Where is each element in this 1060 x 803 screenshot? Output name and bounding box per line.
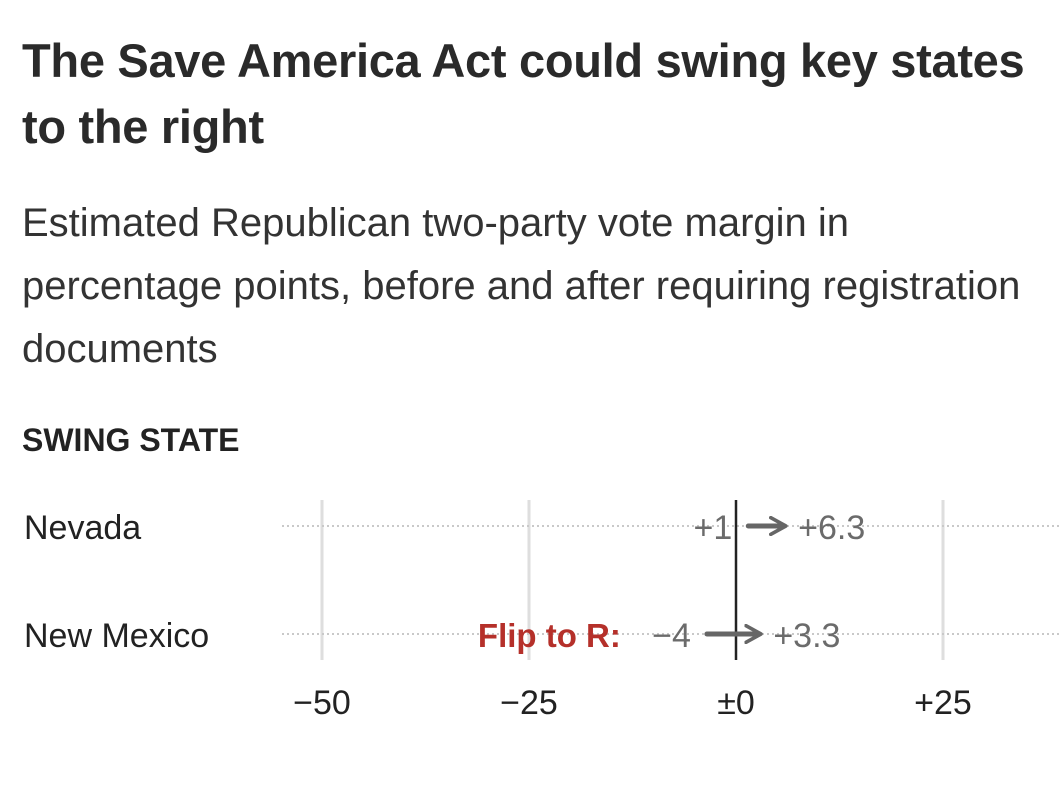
x-tick-label: +25: [914, 684, 972, 722]
row-nevada: Nevada +1 +6.3: [24, 509, 865, 547]
x-tick-label: −50: [293, 684, 351, 722]
chart-title: The Save America Act could swing key sta…: [22, 34, 1025, 153]
x-axis: −50 −25 ±0 +25: [293, 684, 972, 722]
swing-state-header: SWING STATE: [22, 422, 240, 458]
after-value-label: +6.3: [798, 509, 865, 547]
flip-annotation: Flip to R:: [478, 617, 621, 654]
rows-layer: Nevada +1 +6.3 New Mexico −4 +3.3 Flip to R:: [24, 509, 865, 655]
chart-subtitle: Estimated Republican two-party vote marg…: [22, 201, 1021, 371]
state-label: Nevada: [24, 509, 141, 547]
state-label: New Mexico: [24, 617, 209, 655]
x-tick-label: ±0: [717, 684, 755, 722]
row-new-mexico: New Mexico −4 +3.3 Flip to R:: [24, 617, 840, 655]
after-value-label: +3.3: [773, 617, 840, 655]
before-value-label: +1: [694, 509, 733, 547]
before-value-label: −4: [652, 617, 691, 655]
x-tick-label: −25: [500, 684, 558, 722]
